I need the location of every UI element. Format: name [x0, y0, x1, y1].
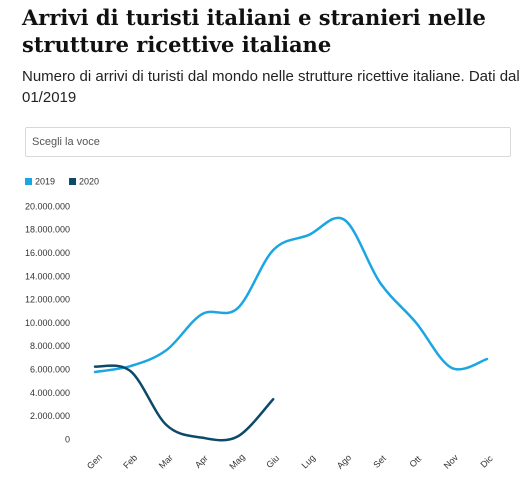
line-series	[93, 364, 275, 442]
x-tick-label: Lug	[300, 453, 318, 471]
select-box[interactable]: Scegli la voce	[25, 127, 511, 157]
x-tick-label: Set	[371, 453, 388, 470]
y-tick-label: 18.000.000	[25, 225, 70, 235]
title: Arrivi di turisti italiani e stranieri n…	[22, 5, 486, 57]
y-tick-label: 6.000.000	[30, 364, 70, 374]
x-tick-label: Mag	[227, 452, 246, 471]
y-tick-label: 12.000.000	[25, 295, 70, 305]
y-tick-label: 8.000.000	[30, 341, 70, 351]
x-tick-label: Ott	[408, 453, 424, 469]
subtitle: Numero di arrivi di turisti dal mondo ne…	[22, 68, 520, 106]
y-tick-label: 20.000.000	[25, 201, 70, 211]
y-tick-label: 14.000.000	[25, 271, 70, 281]
y-tick-label: 16.000.000	[25, 248, 70, 258]
x-tick-label: Feb	[121, 453, 139, 471]
x-tick-label: Mar	[157, 453, 175, 471]
legend-label: 2020	[79, 176, 99, 186]
y-tick-label: 0	[65, 434, 70, 444]
y-tick-label: 2.000.000	[30, 411, 70, 421]
legend-label: 2019	[35, 176, 55, 186]
x-tick-label: Apr	[193, 453, 210, 470]
legend-swatch	[69, 178, 77, 185]
chart: 2019 2020 0 2.000.000 4.000.000 6.000.000 8.00…	[25, 176, 495, 471]
x-tick-label: Nov	[442, 452, 461, 471]
line-series	[93, 216, 489, 374]
x-tick-label: Giu	[264, 453, 281, 470]
x-tick-label: Dic	[478, 453, 495, 470]
y-tick-label: 4.000.000	[30, 388, 70, 398]
x-tick-label: Ago	[335, 452, 353, 470]
legend-swatch	[25, 178, 32, 185]
x-tick-label: Gen	[85, 452, 104, 471]
y-tick-label: 10.000.000	[25, 318, 70, 328]
